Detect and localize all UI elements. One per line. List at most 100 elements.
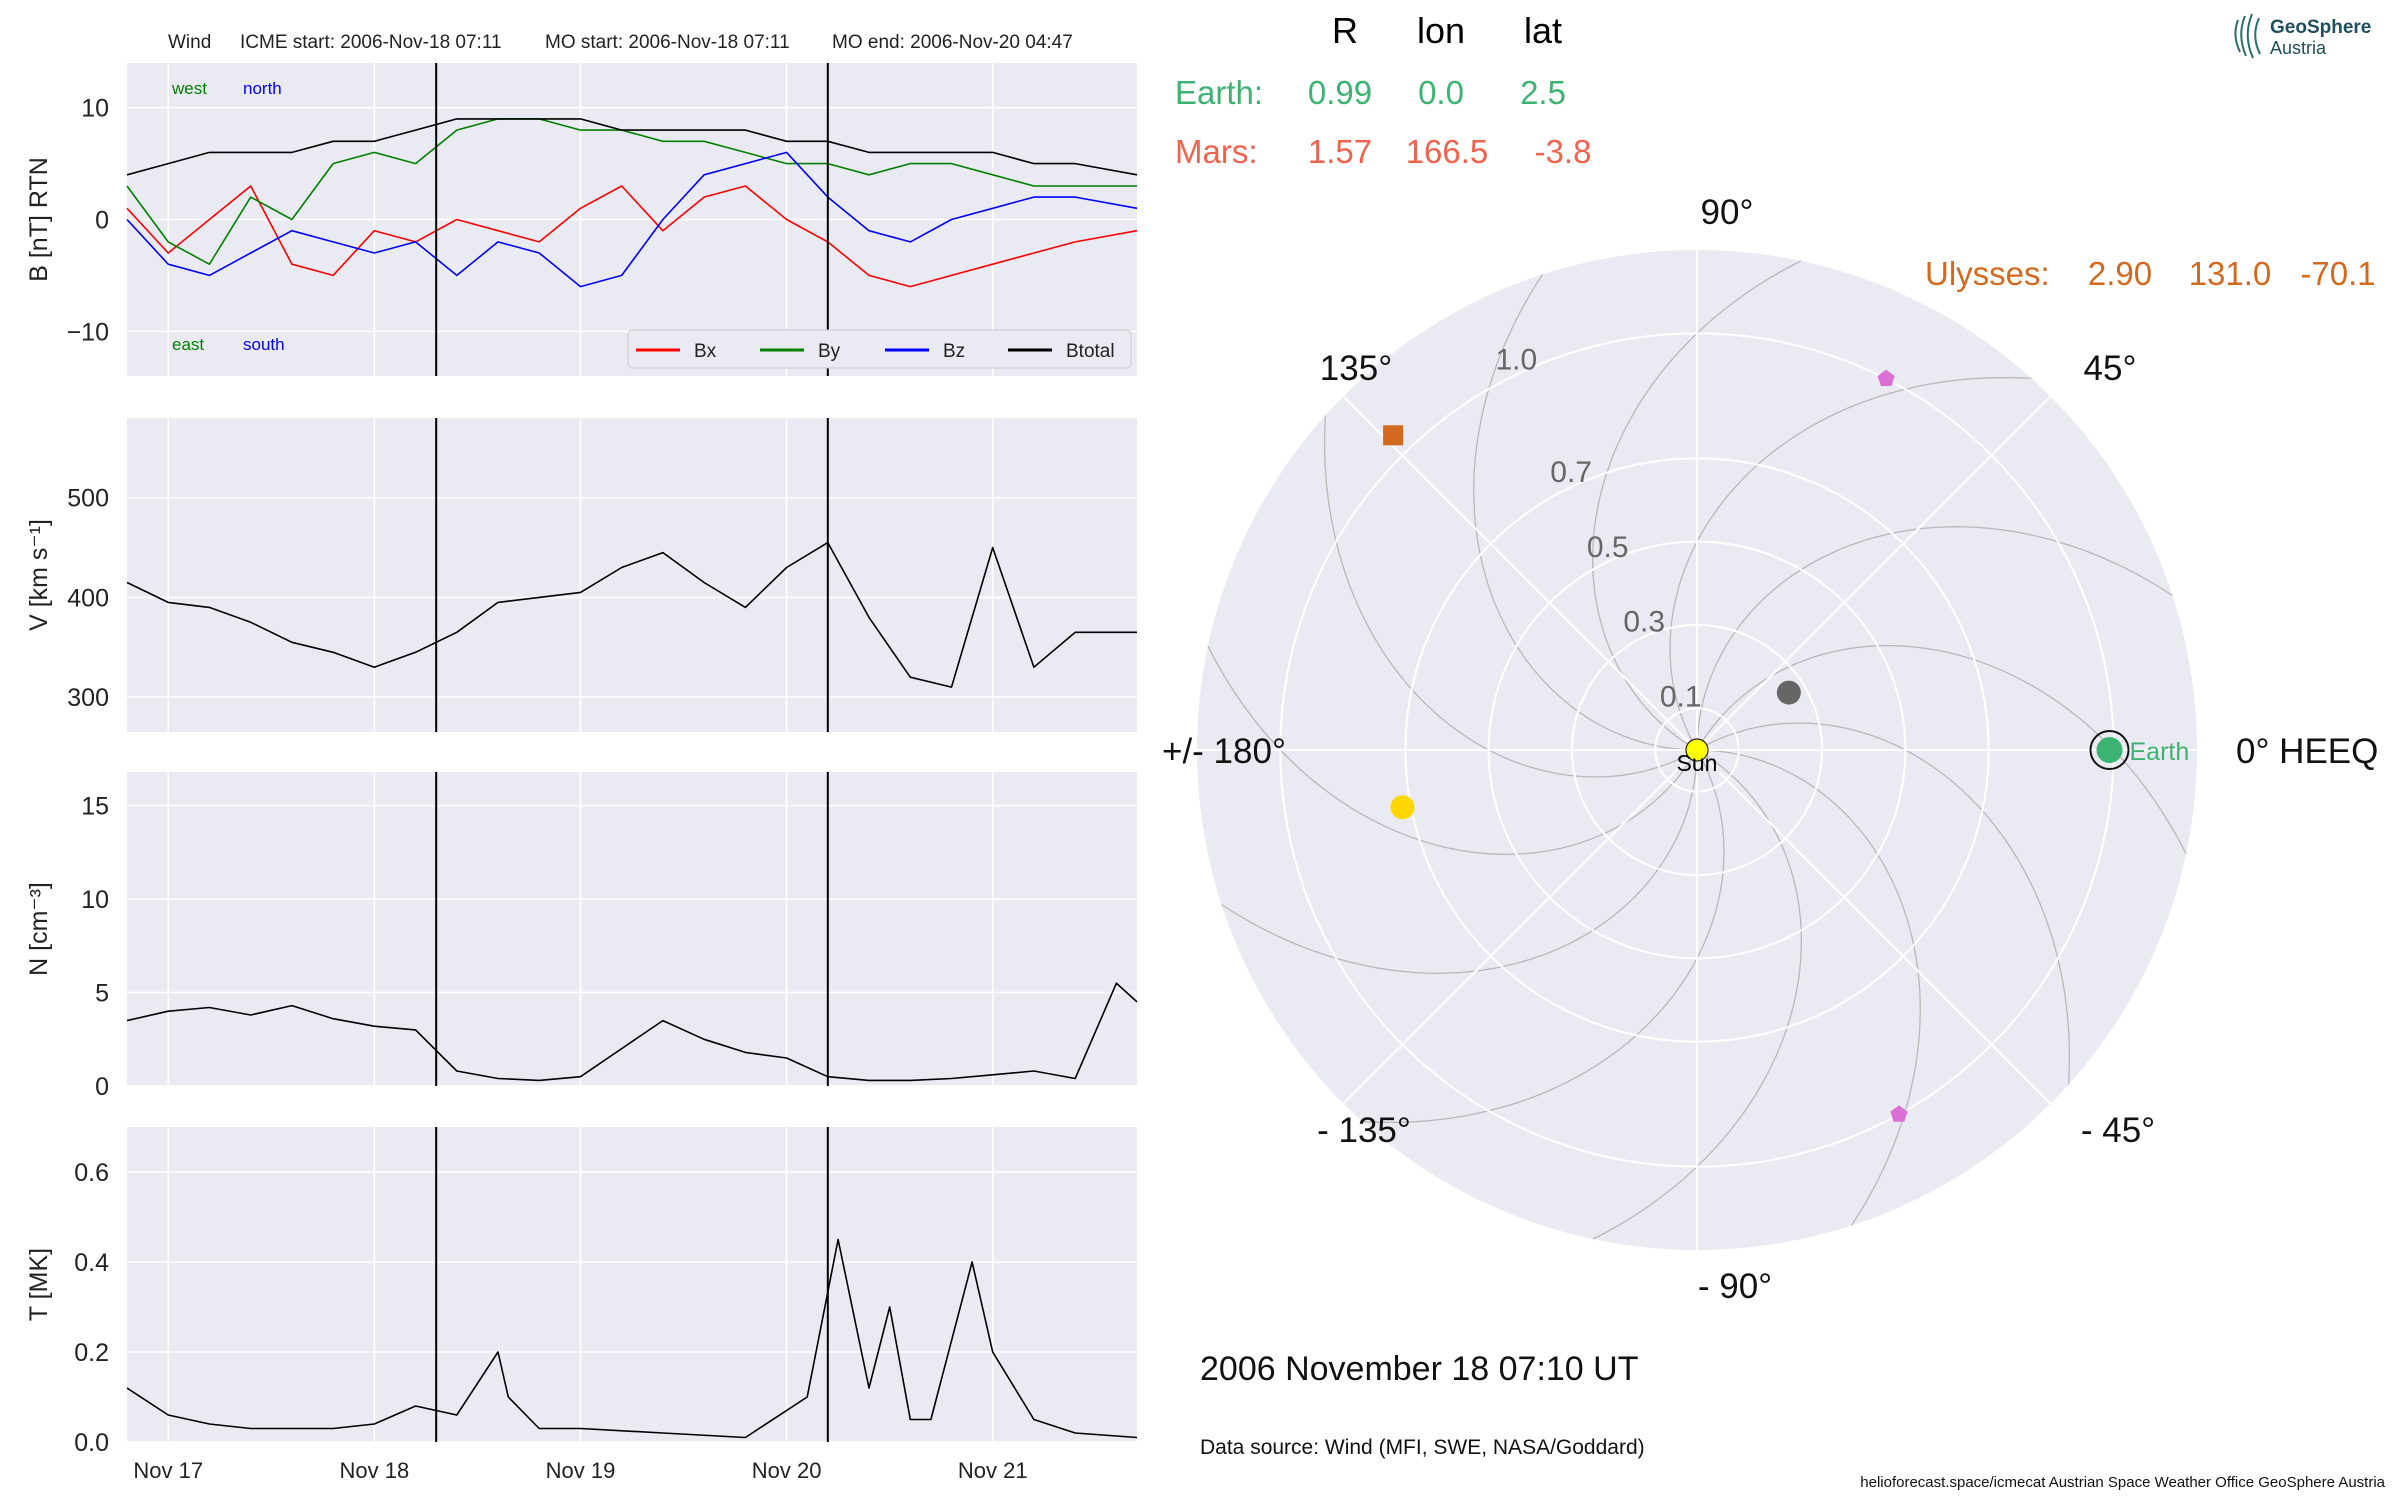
panel-4: 0.0 0.2 0.4 0.6 T [MK] [25,1127,1138,1457]
mars-r: 1.57 [1308,133,1372,170]
polar-plot: 0.1 0.3 0.5 0.7 1.0 Earth Sun [1197,250,2197,1250]
ulysses-label: Ulysses: [1925,255,2050,292]
panel-background [127,772,1137,1086]
x-tick-label: Nov 18 [339,1458,409,1483]
col-header-lon: lon [1417,10,1465,51]
y-tick-label: 0 [95,207,109,235]
mars-lon: 166.5 [1406,133,1489,170]
y-axis-label: T [MK] [25,1248,53,1321]
y-tick-label: −10 [67,318,109,346]
earth-lat: 2.5 [1520,74,1566,111]
y-tick-label: 0.6 [74,1159,109,1187]
sun-marker [1685,738,1709,762]
ulysses-r: 2.90 [2088,255,2152,292]
mars-label: Mars: [1175,133,1258,170]
y-axis-label: B [nT] RTN [25,157,53,282]
col-header-lat: lat [1524,10,1562,51]
sun-label: Sun [1677,750,1718,776]
radial-tick-label: 0.3 [1623,606,1665,639]
legend-entry: Bz [943,341,965,362]
logo-mark-icon [2234,13,2261,59]
x-tick-label: Nov 19 [546,1458,616,1483]
x-tick-label: Nov 21 [958,1458,1028,1483]
series-line-btotal [126,118,1138,176]
header-mo-end: MO end: 2006-Nov-20 04:47 [832,32,1073,53]
legend-box [627,329,1132,369]
y-tick-label: 0.2 [74,1339,109,1367]
mars-lat: -3.8 [1535,133,1592,170]
row-mars: Mars: 1.57 166.5 -3.8 [1175,133,1591,170]
legend-entry: By [818,341,841,362]
y-tick-label: 500 [67,485,109,513]
col-header-r: R [1332,10,1358,51]
logo-line2: Austria [2270,38,2327,58]
series-line [126,541,1137,688]
angular-grid-line [1696,749,2052,1105]
panel-background [127,1127,1137,1442]
logo-line1: GeoSphere [2270,17,2371,38]
annotation-east: east [172,335,204,354]
angle-label-0: 0° HEEQ [2236,732,2378,771]
radial-tick-label: 1.0 [1495,344,1537,377]
y-tick-label: 15 [81,793,109,821]
header-icme-start: ICME start: 2006-Nov-18 07:11 [240,32,502,53]
series-line-bx [126,185,1138,288]
stereo-b-marker [1890,1105,1908,1122]
radial-tick-label: 0.1 [1660,681,1702,714]
row-ulysses: Ulysses: 2.90 131.0 -70.1 [1925,255,2376,292]
header: Wind ICME start: 2006-Nov-18 07:11 MO st… [168,32,1073,53]
earth-marker [2096,737,2123,763]
angle-label-m135: - 135° [1317,1111,1411,1150]
y-tick-label: 10 [81,95,109,123]
earth-lon: 0.0 [1418,74,1464,111]
panel-3: 0 5 10 15 N [cm⁻³] [25,772,1138,1101]
position-table: R lon lat Earth: 0.99 0.0 2.5 Mars: 1.57… [1175,10,2376,292]
earth-label: Earth: [1175,74,1263,111]
radial-tick-label: 0.7 [1550,456,1592,489]
earth-marker-label: Earth [2130,738,2190,766]
header-spacecraft: Wind [168,32,211,53]
datetime-label: 2006 November 18 07:10 UT [1200,1350,1638,1388]
mercury-marker [1776,680,1801,705]
venus-marker [1390,795,1415,820]
series-line-bz [126,151,1138,288]
mars-marker [1383,425,1404,446]
header-mo-start: MO start: 2006-Nov-18 07:11 [545,32,790,53]
x-tick-label: Nov 17 [133,1458,203,1483]
x-tick-label: Nov 20 [752,1458,822,1483]
annotation-west: west [171,79,207,98]
y-tick-label: 0.0 [74,1429,109,1457]
legend-entry: Bx [694,341,717,362]
y-tick-label: 0 [95,1073,109,1101]
radial-tick-label: 0.5 [1587,531,1629,564]
data-source-label: Data source: Wind (MFI, SWE, NASA/Goddar… [1200,1436,1645,1459]
credits-label: helioforecast.space/icmecat Austrian Spa… [1860,1474,2385,1491]
angle-label-m90: - 90° [1698,1267,1772,1306]
ulysses-lon: 131.0 [2189,255,2272,292]
angular-grid-line [1342,395,1698,751]
angle-label-m45: - 45° [2081,1111,2155,1150]
angle-label-180: +/- 180° [1162,732,1286,771]
y-axis-label: N [cm⁻³] [25,882,53,976]
annotation-north: north [243,79,282,98]
angular-grid-line [1696,395,2052,751]
geosphere-logo: GeoSphere Austria [2234,13,2371,59]
angle-label-90: 90° [1701,193,1754,232]
y-tick-label: 5 [95,980,109,1008]
stereo-a-marker [1877,369,1895,386]
panel-1: −10 0 10 B [nT] RTN west north east south Bx By Bz… [25,63,1138,376]
legend-entry: Btotal [1066,341,1115,362]
series-line [126,1238,1138,1439]
y-tick-label: 400 [67,584,109,612]
angle-label-45: 45° [2084,349,2137,388]
y-tick-label: 0.4 [74,1249,109,1277]
y-axis-label: V [km s⁻¹] [25,519,53,631]
row-earth: Earth: 0.99 0.0 2.5 [1175,74,1566,111]
panel-background [127,418,1137,732]
angle-label-135: 135° [1320,349,1392,388]
angular-grid-line [1342,749,1698,1105]
legend: Bx By Bz Btotal [627,329,1132,369]
timeseries-panels: −10 0 10 B [nT] RTN west north east south Bx By Bz… [25,63,1138,1483]
panel-2: 300 400 500 V [km s⁻¹] [25,418,1137,732]
